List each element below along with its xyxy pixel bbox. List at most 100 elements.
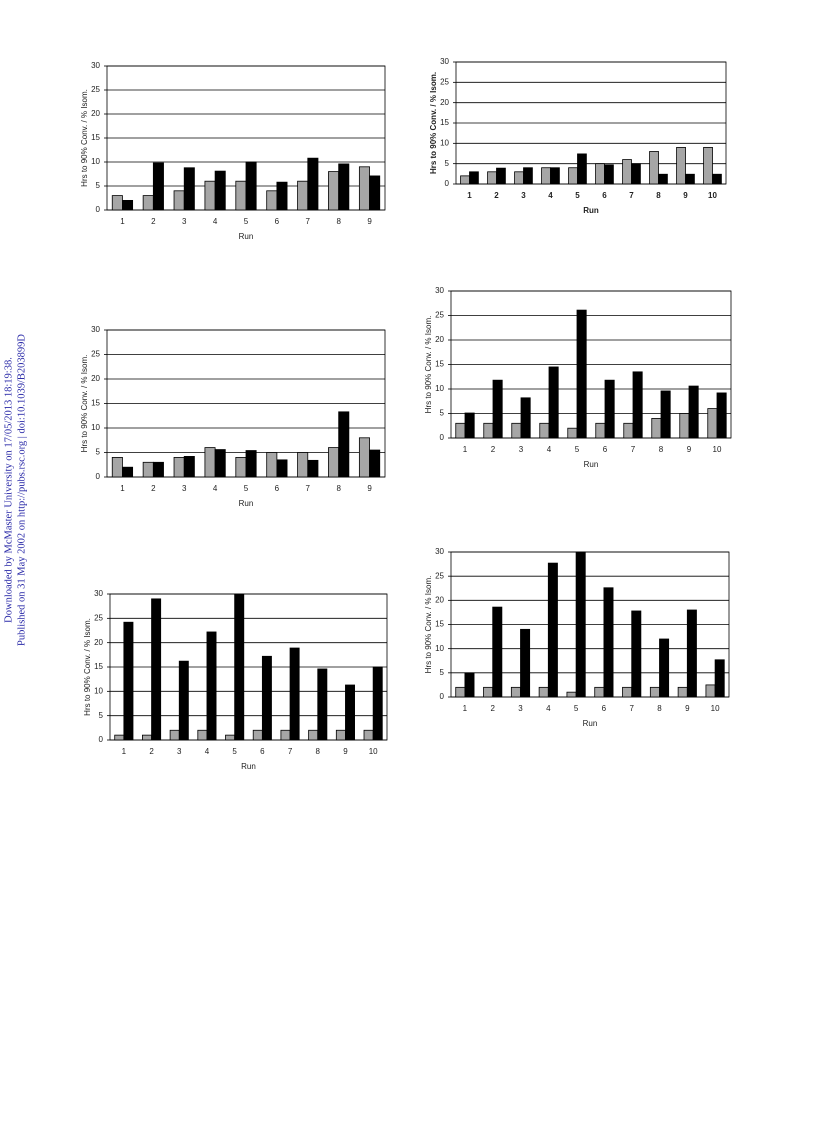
bar bbox=[372, 666, 383, 741]
bar bbox=[297, 452, 309, 478]
bar bbox=[566, 691, 577, 698]
bar bbox=[122, 199, 134, 211]
bar bbox=[541, 167, 551, 185]
bar bbox=[111, 456, 123, 478]
bar bbox=[235, 180, 247, 211]
x-tick-label: 7 bbox=[629, 191, 634, 200]
x-tick-label: 3 bbox=[182, 217, 187, 226]
plot-frame bbox=[109, 593, 388, 741]
bar bbox=[245, 161, 257, 211]
y-axis-label: Hrs to 90% Conv. / % Isom. bbox=[80, 355, 89, 453]
y-tick-label: 25 bbox=[94, 613, 103, 622]
x-tick-label: 7 bbox=[306, 484, 311, 493]
x-tick-label: 9 bbox=[367, 484, 372, 493]
x-tick-label: 6 bbox=[275, 217, 280, 226]
y-axis-label: Hrs to 90% Conv. / % Isom. bbox=[424, 316, 433, 414]
bar bbox=[514, 171, 524, 185]
bar bbox=[520, 397, 531, 439]
bar bbox=[460, 175, 470, 185]
x-axis-label: Run bbox=[241, 762, 256, 771]
bar bbox=[649, 686, 660, 698]
bar bbox=[173, 456, 185, 478]
bar bbox=[183, 167, 195, 211]
bar bbox=[631, 610, 642, 698]
bar bbox=[328, 447, 340, 478]
bar bbox=[576, 309, 587, 439]
bar bbox=[197, 729, 208, 741]
bar bbox=[235, 456, 247, 478]
y-tick-label: 15 bbox=[435, 620, 444, 629]
x-tick-label: 4 bbox=[547, 445, 552, 454]
y-tick-label: 20 bbox=[94, 638, 103, 647]
bar bbox=[622, 686, 633, 698]
plot-frame bbox=[450, 551, 730, 698]
y-tick-label: 10 bbox=[91, 157, 100, 166]
bar bbox=[234, 593, 245, 741]
x-tick-label: 7 bbox=[306, 217, 311, 226]
bar bbox=[363, 729, 374, 741]
x-tick-label: 6 bbox=[603, 445, 608, 454]
y-axis-label: Hrs to 90% Conv. / % Isom. bbox=[83, 618, 92, 716]
y-axis-label: Hrs to 90% Conv. / % Isom. bbox=[424, 576, 433, 674]
x-tick-label: 4 bbox=[213, 217, 218, 226]
bar bbox=[122, 466, 134, 478]
x-tick-label: 9 bbox=[685, 704, 690, 713]
bar bbox=[714, 659, 725, 698]
y-tick-label: 10 bbox=[440, 138, 449, 147]
x-tick-label: 8 bbox=[316, 747, 321, 756]
x-tick-label: 5 bbox=[232, 747, 237, 756]
bar bbox=[548, 366, 559, 439]
y-tick-label: 0 bbox=[96, 472, 101, 481]
x-tick-label: 6 bbox=[602, 191, 607, 200]
y-tick-label: 0 bbox=[99, 735, 104, 744]
bar bbox=[703, 146, 713, 185]
bar bbox=[151, 598, 162, 741]
x-tick-label: 2 bbox=[491, 445, 496, 454]
y-tick-label: 5 bbox=[440, 668, 445, 677]
sidebar-line: Downloaded by McMaster University on 17/… bbox=[3, 357, 14, 623]
bar bbox=[266, 452, 278, 478]
bar bbox=[651, 417, 662, 439]
x-tick-label: 9 bbox=[343, 747, 348, 756]
bar bbox=[214, 449, 226, 478]
y-tick-label: 25 bbox=[435, 311, 444, 320]
bar bbox=[604, 164, 614, 185]
x-axis-label: Run bbox=[584, 460, 599, 469]
bar bbox=[204, 447, 216, 478]
y-tick-label: 30 bbox=[94, 589, 103, 598]
bar bbox=[492, 379, 503, 439]
x-tick-label: 1 bbox=[122, 747, 127, 756]
y-axis-label: Hrs to 90% Conv. / % Isom. bbox=[429, 72, 438, 174]
bar bbox=[142, 461, 154, 478]
bar bbox=[123, 621, 134, 741]
x-tick-label: 2 bbox=[149, 747, 154, 756]
x-tick-label: 1 bbox=[467, 191, 472, 200]
bar bbox=[707, 408, 718, 439]
x-tick-label: 4 bbox=[213, 484, 218, 493]
bar bbox=[178, 660, 189, 741]
x-tick-label: 10 bbox=[713, 445, 722, 454]
bar bbox=[225, 734, 236, 741]
bar bbox=[679, 413, 690, 439]
y-tick-label: 15 bbox=[91, 133, 100, 142]
x-tick-label: 3 bbox=[521, 191, 526, 200]
bar bbox=[169, 729, 180, 741]
bar bbox=[622, 159, 632, 185]
bar bbox=[317, 668, 328, 741]
bar bbox=[567, 427, 578, 439]
bar bbox=[252, 729, 263, 741]
x-tick-label: 8 bbox=[659, 445, 664, 454]
bar bbox=[464, 412, 475, 439]
bar bbox=[550, 167, 560, 185]
x-tick-label: 6 bbox=[260, 747, 265, 756]
bar bbox=[307, 459, 319, 478]
y-tick-label: 25 bbox=[91, 350, 100, 359]
bar bbox=[712, 173, 722, 185]
bar bbox=[568, 167, 578, 185]
x-tick-label: 3 bbox=[518, 704, 523, 713]
y-tick-label: 20 bbox=[440, 98, 449, 107]
y-tick-label: 15 bbox=[435, 360, 444, 369]
y-tick-label: 30 bbox=[440, 57, 449, 66]
